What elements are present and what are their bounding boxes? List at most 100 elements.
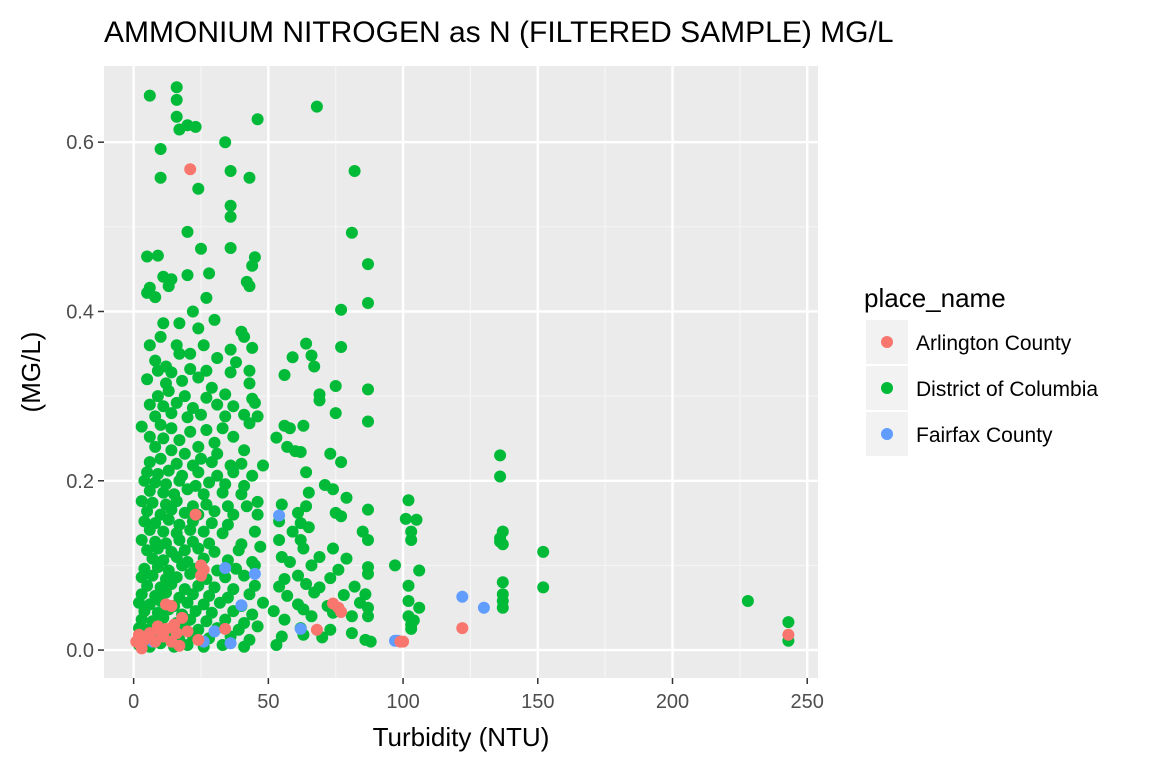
point-district-of-columbia [243,171,256,184]
point-district-of-columbia [205,456,218,469]
point-district-of-columbia [362,297,374,309]
point-district-of-columbia [186,305,199,318]
point-district-of-columbia [197,525,210,538]
point-district-of-columbia [227,430,240,443]
point-district-of-columbia [181,411,194,424]
point-district-of-columbia [413,601,426,614]
point-district-of-columbia [181,269,194,282]
point-district-of-columbia [211,352,224,364]
point-district-of-columbia [211,469,224,482]
point-district-of-columbia [537,545,550,558]
point-district-of-columbia [165,444,178,457]
point-district-of-columbia [138,515,151,528]
point-fairfax-county [456,590,469,603]
point-district-of-columbia [302,521,315,534]
point-district-of-columbia [184,523,197,536]
point-district-of-columbia [278,369,291,381]
point-district-of-columbia [248,396,261,409]
point-district-of-columbia [270,431,283,444]
point-district-of-columbia [246,608,259,621]
point-district-of-columbia [348,580,361,593]
point-district-of-columbia [232,544,245,557]
point-district-of-columbia [197,598,210,611]
point-district-of-columbia [313,551,326,563]
point-district-of-columbia [227,400,240,413]
y-axis-title: (MG/L) [16,332,46,413]
legend-marker-arlington [881,336,893,348]
point-district-of-columbia [184,363,197,375]
point-district-of-columbia [200,364,213,377]
point-district-of-columbia [151,542,164,555]
point-district-of-columbia [205,606,218,619]
x-tick-label: 250 [791,691,824,713]
point-district-of-columbia [143,456,156,469]
point-district-of-columbia [329,380,342,392]
point-district-of-columbia [165,366,178,379]
point-district-of-columbia [246,341,259,354]
legend-label-arlington: Arlington County [916,332,1072,355]
point-district-of-columbia [135,495,148,508]
point-arlington-county [327,597,339,610]
point-district-of-columbia [197,339,210,352]
point-district-of-columbia [238,569,251,582]
point-fairfax-county [294,622,307,635]
point-district-of-columbia [181,225,194,238]
point-district-of-columbia [154,330,167,343]
point-district-of-columbia [200,291,213,304]
point-district-of-columbia [402,494,415,507]
point-district-of-columbia [205,517,218,530]
point-district-of-columbia [173,534,186,546]
point-district-of-columbia [329,407,342,420]
point-district-of-columbia [154,452,167,465]
point-district-of-columbia [141,505,154,518]
point-district-of-columbia [157,317,170,330]
point-district-of-columbia [362,610,374,623]
point-district-of-columbia [243,280,256,293]
point-district-of-columbia [345,226,358,239]
legend: place_name Arlington County District of … [864,283,1098,456]
point-district-of-columbia [138,474,151,487]
minor-gridlines [104,66,818,678]
point-district-of-columbia [143,89,156,102]
point-district-of-columbia [200,424,213,436]
point-district-of-columbia [297,542,310,555]
point-district-of-columbia [162,513,175,526]
point-district-of-columbia [203,267,216,280]
point-district-of-columbia [170,110,183,123]
point-district-of-columbia [141,250,154,263]
point-district-of-columbia [496,576,509,589]
point-district-of-columbia [313,394,326,407]
point-district-of-columbia [208,313,221,326]
point-district-of-columbia [302,486,315,499]
point-district-of-columbia [243,417,256,430]
point-district-of-columbia [216,486,229,499]
point-district-of-columbia [251,410,264,423]
point-district-of-columbia [362,503,374,516]
point-district-of-columbia [219,388,232,401]
point-district-of-columbia [224,210,237,223]
point-district-of-columbia [162,385,175,397]
point-district-of-columbia [173,317,186,330]
point-district-of-columbia [405,534,418,546]
point-district-of-columbia [208,581,221,594]
point-district-of-columbia [195,452,207,465]
point-district-of-columbia [246,469,259,482]
point-arlington-county [135,642,148,655]
point-district-of-columbia [537,581,550,594]
point-district-of-columbia [192,182,205,195]
point-district-of-columbia [165,407,178,420]
point-district-of-columbia [305,349,318,362]
point-district-of-columbia [230,562,242,575]
point-district-of-columbia [238,640,251,653]
point-district-of-columbia [186,402,199,414]
point-district-of-columbia [184,347,197,360]
point-district-of-columbia [178,390,191,403]
point-district-of-columbia [146,552,159,565]
point-district-of-columbia [195,408,207,421]
point-district-of-columbia [335,341,348,353]
legend-marker-dc [881,382,893,394]
point-district-of-columbia [170,93,183,106]
point-district-of-columbia [251,495,264,508]
point-district-of-columbia [232,623,245,636]
point-district-of-columbia [405,618,418,631]
